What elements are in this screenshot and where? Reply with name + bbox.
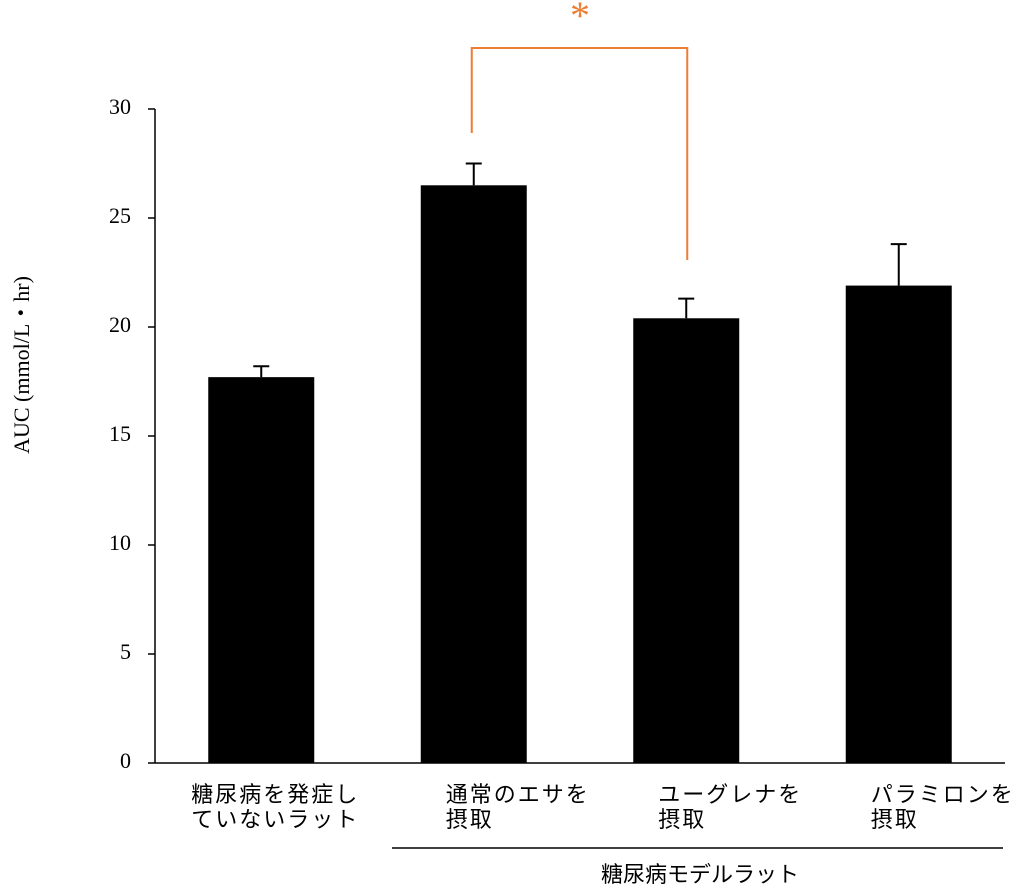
y-tick-label: 10 bbox=[109, 530, 131, 555]
y-tick-label: 20 bbox=[109, 312, 131, 337]
y-tick-label: 0 bbox=[120, 748, 131, 773]
x-tick-label: 通常のエサを bbox=[446, 782, 590, 807]
x-tick-label: ユーグレナを bbox=[658, 782, 802, 807]
bar bbox=[420, 185, 527, 764]
y-tick-label: 15 bbox=[109, 421, 131, 446]
group-label: 糖尿病モデルラット bbox=[601, 862, 799, 887]
bar bbox=[208, 377, 315, 763]
x-tick-label: パラミロンを bbox=[871, 782, 1015, 807]
bar bbox=[633, 318, 740, 763]
y-tick-label: 30 bbox=[109, 94, 131, 119]
x-tick-label: 摂取 bbox=[871, 807, 919, 832]
y-tick-label: 25 bbox=[109, 203, 131, 228]
y-axis-label: AUC (mmol/L・hr) bbox=[9, 276, 34, 454]
x-tick-label: 摂取 bbox=[658, 807, 706, 832]
x-tick-label: 摂取 bbox=[446, 807, 494, 832]
x-tick-label: 糖尿病を発症し bbox=[191, 782, 359, 807]
y-tick-label: 5 bbox=[120, 639, 131, 664]
significance-bracket bbox=[470, 47, 689, 260]
x-tick-label: ていないラット bbox=[191, 807, 359, 832]
significance-label: * bbox=[570, 0, 590, 38]
bar bbox=[845, 285, 952, 763]
